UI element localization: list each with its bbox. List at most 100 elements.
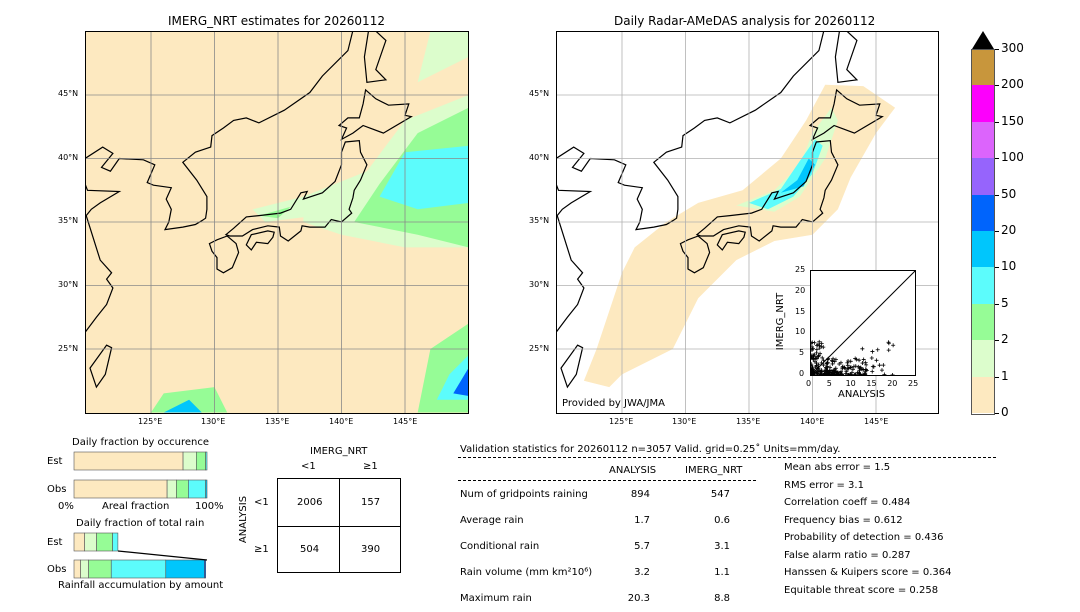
occ-obs-label: Obs — [47, 484, 67, 495]
precip-area — [163, 399, 202, 413]
scatter-point — [825, 360, 830, 365]
precip-area — [258, 206, 291, 219]
scatter-point — [845, 360, 850, 365]
scatter-point — [829, 372, 834, 375]
lat-tick-label: 35°N — [58, 216, 79, 225]
colorbar-segment — [972, 340, 994, 377]
scatter-point — [891, 343, 896, 348]
stats-row-label: Rain volume (mm km²10⁶) — [460, 567, 593, 578]
scatter-point — [875, 347, 880, 352]
colorbar-segment — [972, 303, 994, 341]
scatter-ytick: 20 — [795, 285, 806, 295]
stats-row-label: Num of gridpoints raining — [460, 489, 588, 500]
scatter-point — [886, 348, 891, 353]
precip-area — [151, 387, 228, 413]
scatter-point — [861, 367, 866, 372]
scatter-xtick: 5 — [826, 379, 832, 388]
scatter-point — [824, 365, 829, 370]
lon-tick-label: 140°E — [329, 417, 354, 426]
colorbar-segment — [972, 194, 994, 231]
scatter-point — [819, 360, 824, 365]
fraction-segment — [176, 479, 189, 499]
coastline-sakhalin — [363, 32, 388, 83]
score-item: Correlation coeff = 0.484 — [784, 497, 911, 508]
lat-tick-label: 25°N — [58, 344, 79, 353]
precip-area — [417, 32, 468, 83]
colorbar-tick-label: 300 — [1001, 41, 1024, 55]
stats-col-imerg: IMERG_NRT — [685, 465, 743, 476]
lon-tick-label: 145°E — [864, 417, 889, 426]
colorbar-segment — [972, 267, 994, 304]
scatter-point — [815, 366, 820, 371]
fraction-segment — [80, 559, 89, 579]
scatter-point — [857, 358, 862, 363]
colorbar-tick-label: 50 — [1001, 186, 1017, 201]
coastline-shikoku — [245, 230, 275, 251]
fraction-segment — [188, 479, 206, 499]
scatter-point — [864, 362, 869, 367]
coastline-kyushu — [679, 235, 711, 274]
scatter-point — [819, 368, 824, 373]
colorbar-tick-label: 100 — [1001, 150, 1024, 165]
scatter-point — [818, 372, 823, 375]
stats-row-label: Average rain — [460, 515, 524, 526]
stats-row-analysis: 3.2 — [634, 567, 650, 578]
fraction-segment — [73, 559, 81, 579]
scatter-point — [862, 371, 867, 375]
scatter-ytick: 15 — [795, 306, 806, 316]
scatter-point — [838, 373, 843, 375]
ct-cell: 2006 — [297, 497, 323, 508]
tot-est-label: Est — [47, 537, 63, 548]
scatter-point — [814, 350, 819, 355]
scatter-point — [822, 371, 827, 375]
scatter-point — [837, 361, 842, 366]
stats-col-analysis: ANALYSIS — [609, 465, 657, 476]
scatter-point — [855, 370, 860, 375]
ct-row-lt1: <1 — [254, 497, 269, 508]
score-item: Equitable threat score = 0.258 — [784, 584, 939, 596]
lat-tick-label: 40°N — [529, 153, 550, 162]
fraction-segment — [73, 451, 184, 471]
ct-col-lt1: <1 — [301, 461, 316, 472]
colorbar-segment — [972, 376, 994, 413]
scatter-xtick: 10 — [845, 379, 856, 388]
scatter-point — [820, 355, 825, 360]
fraction-segment — [205, 479, 208, 499]
scatter-point — [842, 365, 847, 370]
scatter-plot — [810, 270, 916, 376]
ct-title: IMERG_NRT — [310, 446, 368, 457]
fraction-segment — [205, 451, 208, 471]
scatter-point — [863, 360, 868, 365]
scatter-point — [870, 369, 875, 374]
scatter-point — [825, 357, 830, 362]
colorbar-tick-label: 1 — [1001, 368, 1009, 383]
occurrence-title: Daily fraction by occurence — [72, 437, 210, 448]
coastline-korea — [86, 32, 354, 231]
scatter-point — [860, 346, 865, 351]
scatter-point — [811, 353, 814, 358]
scatter-canvas — [811, 271, 915, 375]
score-item: Probability of detection = 0.436 — [784, 532, 944, 543]
scatter-ytick: 0 — [799, 369, 805, 378]
totalrain-xlabel: Rainfall accumulation by amount — [58, 580, 224, 591]
stats-row-label: Maximum rain — [460, 593, 532, 604]
stats-row-analysis: 5.7 — [634, 541, 650, 552]
ct-cell: 504 — [300, 544, 320, 555]
lat-tick-label: 45°N — [58, 89, 79, 98]
scatter-point — [874, 358, 879, 363]
scatter-point — [857, 371, 862, 375]
scatter-point — [826, 356, 831, 361]
colorbar-segment — [972, 231, 994, 268]
scatter-point — [814, 343, 819, 348]
scatter-point — [861, 357, 866, 362]
scatter-ytick: 25 — [795, 265, 806, 274]
scatter-point — [870, 349, 875, 354]
scatter-point — [879, 368, 884, 373]
scatter-xlabel: ANALYSIS — [838, 389, 886, 400]
credit-text: Provided by JWA/JMA — [562, 398, 665, 409]
scatter-point — [869, 356, 874, 361]
scatter-point — [811, 357, 816, 362]
fraction-segment — [182, 451, 197, 471]
scatter-point — [829, 358, 834, 363]
colorbar-segment — [972, 121, 994, 159]
